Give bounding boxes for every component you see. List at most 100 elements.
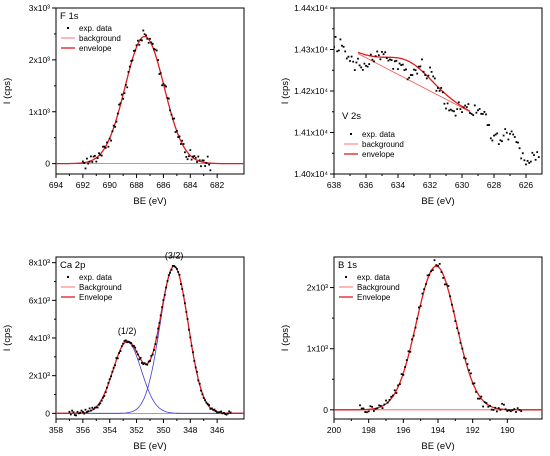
- x-axis-label: BE (eV): [421, 196, 454, 207]
- data-point: [400, 373, 403, 375]
- x-tick-label: 686: [156, 180, 170, 190]
- data-point: [425, 77, 428, 80]
- data-point: [411, 338, 413, 341]
- data-point: [392, 68, 395, 70]
- data-point: [403, 69, 406, 71]
- data-point: [214, 410, 217, 412]
- data-point: [366, 65, 369, 68]
- data-point: [397, 384, 399, 387]
- data-point: [188, 155, 190, 158]
- data-point: [504, 408, 507, 411]
- data-point: [358, 64, 361, 67]
- data-point: [431, 269, 434, 272]
- data-point: [145, 34, 147, 37]
- data-point: [516, 407, 519, 410]
- data-point: [79, 411, 82, 414]
- x-tick-label: 682: [210, 180, 224, 190]
- data-point: [181, 139, 184, 142]
- data-point: [73, 414, 76, 416]
- data-point: [457, 332, 460, 335]
- legend-entry: exp. data: [79, 273, 112, 282]
- data-point: [379, 404, 382, 407]
- data-point: [430, 71, 433, 73]
- y-axis-label: I (cps): [280, 78, 291, 104]
- legend-swatch-points: [67, 276, 69, 278]
- legend-swatch-points: [67, 27, 69, 29]
- data-point: [151, 353, 154, 356]
- data-point: [414, 326, 417, 329]
- data-point: [515, 411, 517, 413]
- x-tick-label: 636: [359, 180, 373, 190]
- data-point: [366, 411, 368, 414]
- data-point: [71, 409, 73, 412]
- panel-label: F 1s: [60, 11, 79, 22]
- x-tick-label: 194: [431, 425, 445, 435]
- data-point: [345, 57, 348, 60]
- legend-entry: exp. data: [79, 24, 112, 33]
- data-point: [161, 306, 163, 309]
- data-point: [406, 78, 409, 81]
- data-point: [529, 160, 532, 163]
- data-point: [103, 145, 106, 148]
- data-point: [204, 165, 206, 167]
- data-point: [435, 89, 438, 92]
- x-tick-label: 684: [183, 180, 197, 190]
- data-point: [369, 405, 372, 408]
- data-point: [174, 266, 177, 269]
- data-point: [409, 350, 412, 353]
- data-point: [197, 155, 200, 158]
- data-point: [171, 117, 174, 120]
- data-point: [430, 270, 432, 273]
- data-point: [186, 318, 189, 320]
- data-point: [449, 295, 451, 298]
- data-point: [154, 343, 157, 345]
- data-point: [376, 407, 379, 410]
- x-tick-label: 198: [362, 425, 376, 435]
- data-point: [377, 54, 380, 57]
- data-point: [167, 274, 170, 277]
- y-tick-label: 8x10³: [29, 258, 50, 268]
- data-point: [146, 363, 149, 366]
- data-point: [528, 162, 531, 164]
- data-point: [88, 160, 91, 163]
- data-point: [138, 358, 141, 361]
- legend-entry: Background: [357, 283, 400, 292]
- data-point: [480, 112, 483, 115]
- envelope-curve: [357, 51, 471, 112]
- data-point: [441, 91, 444, 94]
- data-point: [94, 406, 96, 409]
- data-point: [518, 147, 521, 150]
- data-point: [131, 59, 134, 62]
- data-point: [373, 410, 375, 412]
- data-point: [138, 43, 141, 46]
- data-point: [457, 101, 460, 104]
- data-point: [118, 352, 120, 354]
- data-point: [127, 341, 130, 343]
- data-point: [496, 132, 499, 135]
- data-point: [178, 273, 181, 276]
- data-point: [198, 159, 201, 162]
- data-point: [393, 389, 396, 392]
- data-point: [371, 58, 374, 61]
- x-tick-label: 196: [396, 425, 410, 435]
- data-point: [98, 152, 100, 155]
- data-point: [102, 145, 104, 148]
- data-point: [502, 134, 505, 137]
- data-point: [367, 410, 370, 413]
- data-point: [201, 159, 204, 162]
- data-point: [134, 49, 137, 52]
- data-layer: [334, 259, 542, 414]
- data-point: [80, 409, 83, 412]
- data-point: [182, 143, 185, 145]
- data-point: [517, 141, 519, 144]
- data-point: [118, 103, 120, 106]
- data-point: [174, 131, 177, 133]
- data-point: [137, 39, 139, 42]
- data-point: [492, 409, 495, 411]
- data-point: [159, 314, 162, 317]
- data-point: [399, 383, 401, 386]
- data-point: [220, 410, 223, 413]
- data-point: [111, 370, 114, 373]
